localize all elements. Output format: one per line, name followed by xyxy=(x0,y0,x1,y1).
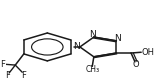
Text: CH₃: CH₃ xyxy=(85,65,99,74)
Text: N: N xyxy=(89,30,96,39)
Text: F: F xyxy=(5,71,10,80)
Text: N: N xyxy=(73,42,80,51)
Text: N: N xyxy=(114,34,121,43)
Text: F: F xyxy=(0,60,5,69)
Text: OH: OH xyxy=(141,48,154,57)
Text: O: O xyxy=(132,60,139,69)
Text: F: F xyxy=(21,71,26,80)
